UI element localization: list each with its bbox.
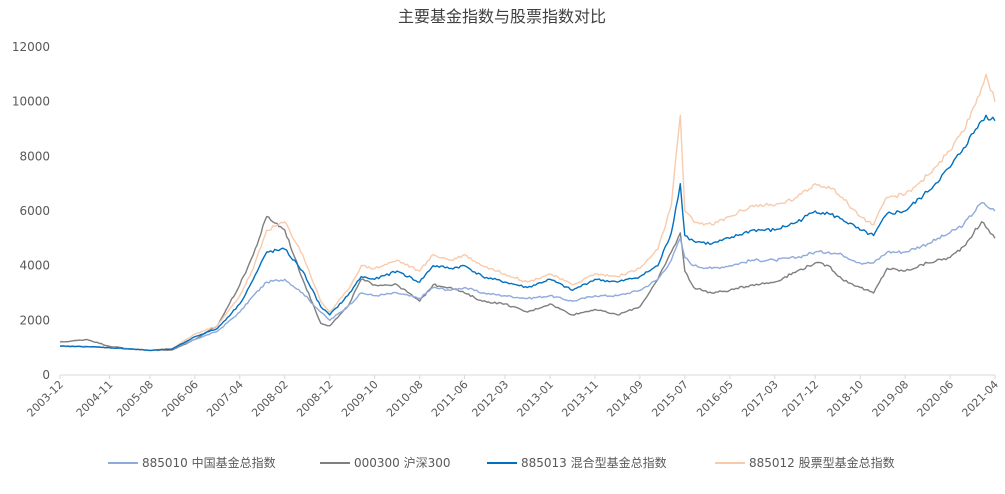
legend-label: 000300 沪深300 xyxy=(354,456,451,470)
legend-label: 885010 中国基金总指数 xyxy=(142,455,276,470)
series-line xyxy=(59,202,996,352)
x-tick-label: 2018-10 xyxy=(825,378,867,420)
x-tick-label: 2003-12 xyxy=(24,378,66,420)
x-tick-label: 2008-12 xyxy=(294,378,336,420)
legend-label: 885012 股票型基金总指数 xyxy=(749,455,895,470)
x-tick-label: 2014-09 xyxy=(604,378,646,420)
x-tick-label: 2012-03 xyxy=(469,378,511,420)
series-line xyxy=(59,114,996,352)
plot-area xyxy=(59,73,996,352)
x-tick-label: 2005-08 xyxy=(114,378,156,420)
chart-title: 主要基金指数与股票指数对比 xyxy=(398,7,606,26)
x-tick-label: 2007-04 xyxy=(204,378,246,420)
y-tick-label: 0 xyxy=(42,368,50,382)
x-tick-label: 2020-06 xyxy=(914,378,956,420)
legend-label: 885013 混合型基金总指数 xyxy=(521,455,667,470)
x-tick-label: 2006-06 xyxy=(159,378,201,420)
x-tick-label: 2013-01 xyxy=(514,378,556,420)
x-tick-label: 2004-11 xyxy=(74,378,116,420)
x-tick-label: 2017-12 xyxy=(780,378,822,420)
y-tick-label: 12000 xyxy=(12,40,50,54)
y-tick-label: 10000 xyxy=(12,95,50,109)
y-tick-label: 4000 xyxy=(19,259,50,273)
x-tick-label: 2019-08 xyxy=(870,378,912,420)
x-tick-label: 2017-03 xyxy=(739,378,781,420)
series-line xyxy=(59,215,996,352)
series-line xyxy=(59,73,996,352)
x-tick-label: 2008-02 xyxy=(249,378,291,420)
y-tick-label: 6000 xyxy=(19,204,50,218)
x-tick-label: 2010-08 xyxy=(384,378,426,420)
y-tick-label: 2000 xyxy=(19,313,50,327)
x-tick-label: 2015-07 xyxy=(649,378,691,420)
x-tick-label: 2013-11 xyxy=(559,378,601,420)
y-axis: 0 2000 4000 6000 8000 10000 12000 xyxy=(12,40,50,382)
x-tick-label: 2021-04 xyxy=(959,378,1001,420)
y-tick-label: 8000 xyxy=(19,149,50,163)
x-tick-label: 2009-10 xyxy=(339,378,381,420)
legend: 885010 中国基金总指数 000300 沪深300 885013 混合型基金总指… xyxy=(108,455,895,470)
x-tick-label: 2011-06 xyxy=(429,378,471,420)
x-tick-label: 2016-05 xyxy=(694,378,736,420)
